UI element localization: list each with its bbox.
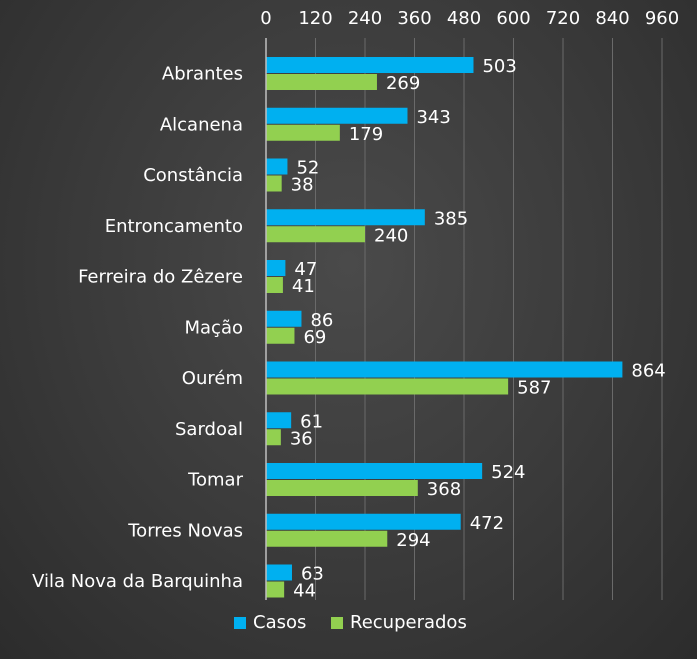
bar-casos <box>266 463 483 479</box>
x-tick-label: 360 <box>397 8 431 29</box>
legend-swatch-casos <box>234 617 246 629</box>
bar-casos <box>266 209 425 226</box>
data-label: 52 <box>296 158 319 179</box>
data-label: 47 <box>294 259 317 280</box>
data-label: 36 <box>290 428 313 449</box>
x-tick-label: 240 <box>348 8 382 29</box>
legend-label: Recuperados <box>350 612 467 633</box>
x-tick-label: 120 <box>298 8 332 29</box>
x-tick-label: 480 <box>447 8 481 29</box>
bar-recuperados <box>266 74 377 90</box>
bar-casos <box>266 310 302 327</box>
data-label: 503 <box>482 56 516 77</box>
x-axis-ticks: 0 120 240 360 480 600 720 840 960 <box>260 8 679 29</box>
data-label: 63 <box>301 564 324 585</box>
x-tick-label: 840 <box>595 8 629 29</box>
category-label: Alcanena <box>160 114 243 135</box>
gridlines <box>315 38 663 600</box>
data-label: 179 <box>349 124 383 145</box>
category-label: Sardoal <box>175 419 243 440</box>
bar-casos <box>266 513 461 530</box>
legend-label: Casos <box>253 612 306 633</box>
data-label: 38 <box>291 175 314 196</box>
data-label: 524 <box>491 462 525 483</box>
bar-casos <box>266 260 286 276</box>
bar-recuperados <box>266 429 281 446</box>
data-label: 240 <box>374 225 408 246</box>
bar-recuperados <box>266 327 295 344</box>
data-label: 86 <box>310 310 333 331</box>
x-tick-label: 600 <box>496 8 530 29</box>
bars <box>266 57 623 598</box>
category-labels: Abrantes Alcanena Constância Entroncamento F… <box>32 64 243 593</box>
legend: Casos Recuperados <box>234 612 467 633</box>
bar-casos <box>266 158 288 175</box>
bar-recuperados <box>266 530 388 547</box>
data-label: 385 <box>434 208 468 229</box>
bar-recuperados <box>266 480 418 496</box>
category-label: Entroncamento <box>105 216 243 237</box>
bar-casos <box>266 412 292 429</box>
data-label: 61 <box>300 411 323 432</box>
data-label: 368 <box>427 479 461 500</box>
bar-casos <box>266 57 474 73</box>
data-label: 472 <box>470 513 504 534</box>
data-label: 343 <box>416 107 450 128</box>
category-label: Mação <box>185 317 244 338</box>
data-label: 269 <box>386 73 420 94</box>
bar-recuperados <box>266 175 282 192</box>
bar-recuperados <box>266 226 365 243</box>
category-label: Ferreira do Zêzere <box>78 267 243 288</box>
category-label: Constância <box>143 165 243 186</box>
x-tick-label: 960 <box>645 8 679 29</box>
data-label: 587 <box>517 378 551 399</box>
bar-recuperados <box>266 378 509 395</box>
bar-recuperados <box>266 124 340 141</box>
bar-casos <box>266 361 623 378</box>
data-label: 864 <box>631 361 665 382</box>
legend-swatch-recuperados <box>331 617 343 629</box>
bar-recuperados <box>266 277 283 293</box>
x-tick-label: 720 <box>546 8 580 29</box>
category-label: Ourém <box>182 368 243 389</box>
category-label: Vila Nova da Barquinha <box>32 571 243 592</box>
value-labels: 5032693431795238385240474186698645876136… <box>290 56 666 602</box>
data-label: 69 <box>303 327 326 348</box>
data-label: 294 <box>396 530 430 551</box>
data-label: 41 <box>292 276 315 297</box>
category-label: Abrantes <box>162 64 243 85</box>
bar-casos <box>266 107 408 124</box>
x-tick-label: 0 <box>260 8 271 29</box>
category-label: Tomar <box>187 470 244 491</box>
bar-casos <box>266 564 292 581</box>
data-label: 44 <box>293 581 316 602</box>
category-label: Torres Novas <box>127 520 243 541</box>
bar-recuperados <box>266 581 285 598</box>
